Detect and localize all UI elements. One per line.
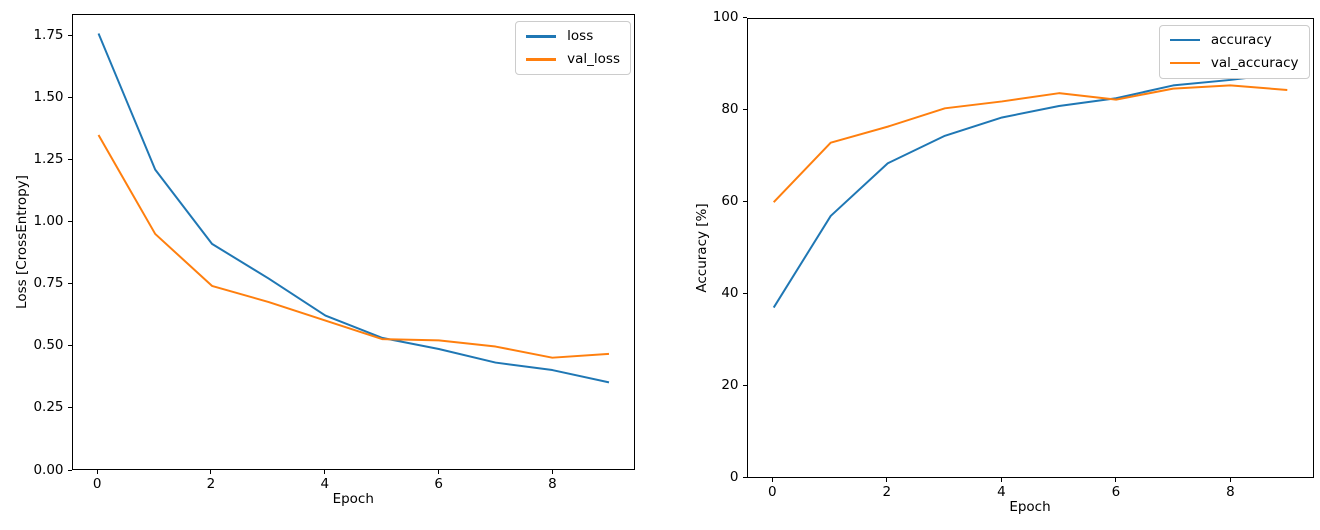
- accuracy-y-tick-label: 100: [712, 9, 739, 25]
- loss-val_loss-line: [97, 134, 609, 359]
- loss-y-tick-label: 1.50: [33, 88, 64, 105]
- loss-y-tick-label: 0.00: [33, 461, 64, 478]
- accuracy-x-tick-label: 6: [1111, 483, 1121, 500]
- accuracy-x-tick-label: 4: [997, 483, 1006, 500]
- accuracy-x-tick-mark: [1115, 477, 1117, 482]
- loss-x-tick-label: 8: [548, 476, 557, 492]
- loss-legend: loss val_loss: [515, 21, 631, 75]
- loss-y-tick-mark: [67, 96, 72, 98]
- accuracy-x-tick-label: 2: [882, 483, 892, 500]
- loss-y-tick-mark: [67, 345, 72, 347]
- loss-x-tick-mark: [210, 470, 212, 474]
- loss-y-tick-label: 1.75: [33, 26, 64, 43]
- accuracy-x-tick-mark: [1000, 477, 1002, 482]
- loss-y-tick-mark: [67, 283, 72, 285]
- loss-x-axis-label: Epoch: [332, 491, 374, 507]
- accuracy-y-tick-mark: [742, 201, 747, 202]
- accuracy-plot-area: accuracy val_accuracy: [746, 17, 1314, 478]
- loss-x-tick-label: 0: [92, 476, 102, 492]
- loss-y-tick-mark: [67, 34, 72, 36]
- accuracy-legend-line-icon: [1169, 38, 1200, 42]
- accuracy-val_accuracy-line: [772, 83, 1287, 203]
- loss-x-tick-label: 6: [434, 476, 443, 492]
- loss-y-tick-label: 1.25: [33, 150, 64, 167]
- loss-y-tick-mark: [67, 407, 72, 409]
- accuracy-lines-canvas: [772, 71, 1287, 308]
- loss-x-tick-mark: [551, 470, 553, 474]
- legend-item-loss: loss: [526, 29, 620, 44]
- accuracy-y-tick-mark: [742, 293, 747, 294]
- loss-y-tick-label: 1.00: [33, 212, 64, 229]
- accuracy-x-tick-mark: [1229, 477, 1231, 482]
- accuracy-y-tick-mark: [742, 109, 747, 110]
- accuracy-y-tick-mark: [742, 17, 747, 18]
- loss-x-tick-mark: [96, 470, 98, 474]
- accuracy-y-tick-label: 0: [729, 469, 739, 485]
- accuracy-legend: accuracy val_accuracy: [1158, 24, 1310, 79]
- loss-y-tick-label: 0.50: [33, 337, 64, 354]
- accuracy-y-tick-label: 60: [721, 193, 739, 209]
- loss-x-tick-mark: [324, 470, 326, 474]
- loss-legend-line-icon: [526, 35, 557, 38]
- legend-item-val_accuracy: val_accuracy: [1169, 54, 1299, 71]
- loss-plot-area: loss val_loss: [71, 14, 635, 470]
- val_accuracy-legend-label: val_accuracy: [1210, 54, 1299, 71]
- accuracy-y-tick-label: 20: [721, 377, 739, 393]
- accuracy-y-tick-label: 40: [721, 285, 739, 301]
- loss-y-tick-mark: [67, 220, 72, 222]
- val_accuracy-legend-line-icon: [1169, 61, 1200, 65]
- val_loss-legend-line-icon: [526, 58, 557, 61]
- loss-x-tick-label: 4: [320, 476, 330, 492]
- loss-y-tick-label: 0.25: [33, 399, 64, 416]
- legend-item-val_loss: val_loss: [526, 52, 620, 67]
- accuracy-x-tick-mark: [886, 477, 888, 482]
- loss-lines-canvas: [97, 33, 609, 384]
- val_loss-legend-label: val_loss: [567, 51, 620, 67]
- accuracy-y-tick-mark: [742, 477, 747, 478]
- loss-x-tick-label: 2: [206, 476, 216, 492]
- accuracy-x-tick-label: 8: [1226, 483, 1235, 500]
- loss-y-tick-mark: [67, 158, 72, 160]
- accuracy-x-tick-label: 0: [767, 483, 777, 500]
- accuracy-x-tick-mark: [771, 477, 773, 482]
- accuracy-x-axis-label: Epoch: [1009, 499, 1051, 515]
- loss-legend-label: loss: [567, 28, 594, 44]
- accuracy-y-tick-mark: [742, 385, 747, 386]
- loss-y-tick-mark: [67, 469, 72, 471]
- accuracy-legend-label: accuracy: [1210, 31, 1272, 48]
- loss-x-tick-mark: [438, 470, 440, 474]
- loss-y-tick-label: 0.75: [33, 275, 64, 292]
- accuracy-accuracy-line: [772, 71, 1287, 308]
- accuracy-y-axis-label: Accuracy [%]: [694, 203, 710, 293]
- legend-item-accuracy: accuracy: [1169, 31, 1299, 48]
- accuracy-y-tick-label: 80: [721, 101, 739, 117]
- loss-loss-line: [97, 33, 609, 384]
